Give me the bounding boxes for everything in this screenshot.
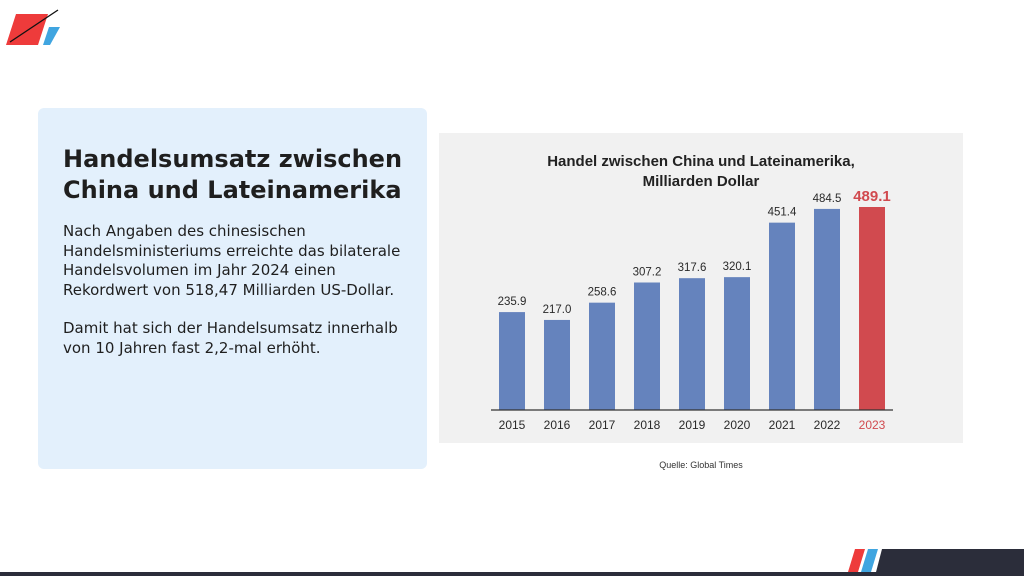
bar-2015 (499, 312, 525, 410)
data-label-2019: 317.6 (678, 262, 707, 274)
footer-blue-stripe (861, 549, 878, 572)
x-tick-2021: 2021 (769, 418, 796, 432)
footer-red-stripe (848, 549, 865, 572)
chart-panel: Handel zwischen China und Lateinamerika,… (439, 133, 963, 443)
data-label-2015: 235.9 (498, 296, 527, 308)
data-label-2018: 307.2 (633, 266, 662, 278)
x-tick-2022: 2022 (814, 418, 841, 432)
source-note: Quelle: Global Times (659, 460, 743, 470)
bar-2022 (814, 208, 840, 410)
bar-2017 (589, 302, 615, 410)
footer-dark-block (875, 549, 1024, 576)
data-label-2020: 320.1 (723, 261, 752, 273)
info-card: Handelsumsatz zwischen China und Lateina… (38, 108, 427, 469)
footer-decoration (848, 549, 1024, 576)
x-tick-2018: 2018 (634, 418, 661, 432)
bar-2020 (724, 277, 750, 410)
info-paragraph-1: Nach Angaben des chinesischen Handelsmin… (63, 222, 401, 299)
data-label-2016: 217.0 (543, 304, 572, 316)
data-label-2022: 484.5 (813, 193, 842, 205)
data-label-2023: 489.1 (853, 188, 891, 205)
info-paragraph-2: Damit hat sich der Handelsumsatz innerha… (63, 319, 398, 357)
logo-slash (9, 9, 59, 43)
x-tick-2016: 2016 (544, 418, 571, 432)
bar-2023 (859, 207, 885, 410)
chart-title-line-1: Handel zwischen China und Lateinamerika, (547, 153, 855, 170)
x-tick-2020: 2020 (724, 418, 751, 432)
data-label-2021: 451.4 (768, 207, 797, 219)
chart-title-line-2: Milliarden Dollar (643, 173, 760, 190)
x-tick-2019: 2019 (679, 418, 706, 432)
bar-2018 (634, 282, 660, 410)
x-tick-2017: 2017 (589, 418, 616, 432)
footer-bar (0, 572, 1024, 576)
x-tick-2023: 2023 (859, 418, 886, 432)
x-tick-2015: 2015 (499, 418, 526, 432)
bar-2019 (679, 278, 705, 410)
logo-blue-shape (43, 27, 60, 45)
info-title: Handelsumsatz zwischen China und Lateina… (63, 145, 403, 204)
data-label-2017: 258.6 (588, 287, 617, 299)
bar-2016 (544, 319, 570, 410)
brand-logo (6, 9, 60, 45)
bar-chart: Handel zwischen China und Lateinamerika,… (491, 153, 893, 432)
bar-2021 (769, 222, 795, 410)
